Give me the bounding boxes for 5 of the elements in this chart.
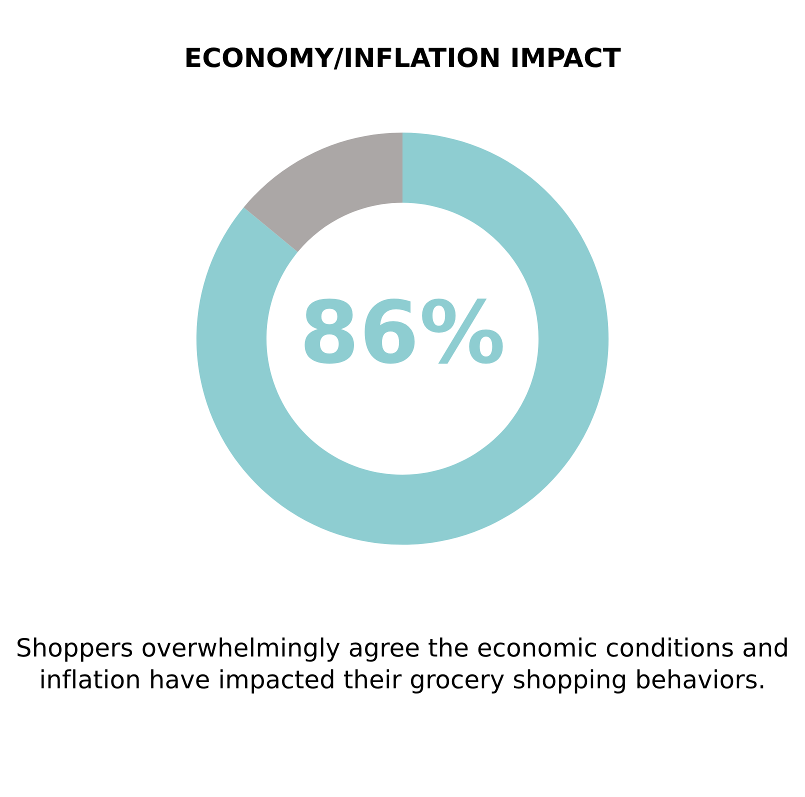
text: Shoppers overwhelmingly agree the economic conditions and inflation have impacted their grocery shopping behaviors. bbox=[18, 638, 787, 694]
chart-title: ECONOMY/INFLATION IMPACT bbox=[186, 47, 621, 70]
donut-slice bbox=[196, 132, 609, 545]
data-label: 86% bbox=[304, 298, 503, 364]
donut-slice bbox=[244, 132, 402, 252]
